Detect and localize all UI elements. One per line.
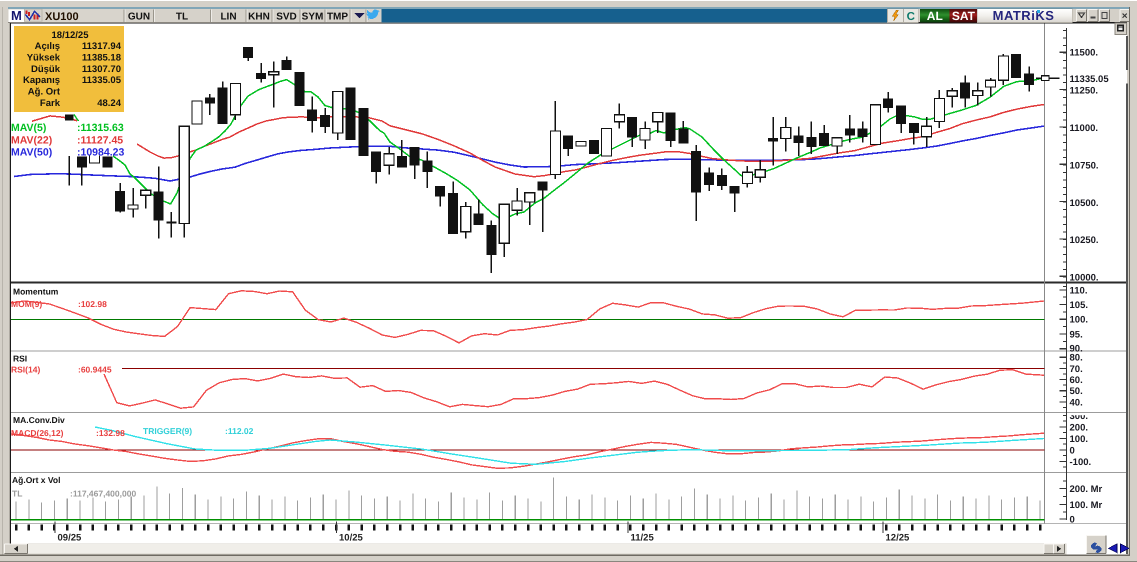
svg-text::112.02: :112.02 (225, 426, 254, 436)
svg-text:09/25: 09/25 (58, 533, 82, 544)
svg-text:Kapanış: Kapanış (23, 75, 60, 86)
svg-text:11335.05: 11335.05 (82, 75, 122, 86)
svg-text:C: C (907, 11, 915, 23)
svg-text:M: M (11, 8, 22, 23)
svg-text:18/12/25: 18/12/25 (52, 30, 90, 41)
svg-text:100. Mr: 100. Mr (1070, 500, 1103, 511)
svg-text:Fark: Fark (40, 98, 61, 109)
svg-text:XU100: XU100 (45, 11, 79, 23)
svg-text:60.: 60. (1070, 375, 1083, 386)
svg-text:200. Mr: 200. Mr (1070, 484, 1103, 495)
svg-text:11000.: 11000. (1070, 123, 1099, 134)
svg-text:80.: 80. (1070, 353, 1083, 364)
svg-text:100.: 100. (1070, 434, 1089, 445)
svg-text:40.: 40. (1070, 397, 1083, 408)
svg-text::102.98: :102.98 (78, 299, 107, 309)
svg-text:MAV(22): MAV(22) (11, 134, 52, 146)
svg-text:11335.05: 11335.05 (1070, 74, 1110, 85)
svg-text:KHN: KHN (248, 12, 270, 23)
svg-text::60.9445: :60.9445 (78, 365, 112, 375)
svg-text:-100.: -100. (1070, 457, 1092, 468)
svg-text:200.: 200. (1070, 422, 1089, 433)
svg-text:11500.: 11500. (1070, 48, 1099, 59)
svg-text:Momentum: Momentum (13, 287, 59, 297)
svg-text::117,467,400,000: :117,467,400,000 (70, 489, 136, 499)
svg-text:10750.: 10750. (1070, 160, 1099, 171)
svg-text::11127.45: :11127.45 (77, 134, 123, 146)
svg-text:11317.94: 11317.94 (82, 41, 122, 52)
svg-text:11250.: 11250. (1070, 86, 1099, 97)
svg-text:10000.: 10000. (1070, 273, 1099, 284)
svg-text:48.24: 48.24 (97, 98, 121, 109)
svg-text:90.: 90. (1070, 343, 1083, 354)
svg-text:MACD(26,12): MACD(26,12) (11, 428, 64, 438)
svg-text:Ağ.Ort x Vol: Ağ.Ort x Vol (12, 475, 61, 485)
svg-text:LIN: LIN (220, 12, 236, 23)
svg-text:×: × (1122, 11, 1128, 22)
svg-text:300.: 300. (1070, 411, 1089, 422)
svg-text:105.: 105. (1070, 300, 1089, 311)
svg-text:TL: TL (176, 12, 188, 23)
svg-text::132.98: :132.98 (96, 428, 125, 438)
svg-text:Ağ. Ort: Ağ. Ort (28, 87, 61, 98)
svg-text:0: 0 (1070, 445, 1075, 456)
svg-text:MAV(5): MAV(5) (11, 122, 46, 134)
svg-text:AL: AL (927, 9, 943, 23)
svg-text:11385.18: 11385.18 (82, 52, 121, 63)
svg-text:95.: 95. (1070, 329, 1083, 340)
svg-text::11315.63: :11315.63 (77, 122, 124, 134)
svg-text:10/25: 10/25 (339, 533, 363, 544)
svg-text:10500.: 10500. (1070, 198, 1099, 209)
svg-text:MAV(50): MAV(50) (11, 146, 52, 158)
svg-text:MATRiKS: MATRiKS (993, 8, 1055, 23)
svg-text:SAT: SAT (952, 9, 976, 23)
svg-text:TRIGGER(9): TRIGGER(9) (143, 426, 192, 436)
svg-text:11307.70: 11307.70 (82, 64, 121, 75)
svg-text:SYM: SYM (302, 12, 324, 23)
svg-text:Düşük: Düşük (31, 64, 61, 75)
svg-text:110.: 110. (1070, 285, 1088, 296)
svg-text:MA.Conv.Div: MA.Conv.Div (13, 415, 65, 425)
svg-text:Yüksek: Yüksek (27, 52, 61, 63)
svg-text:SVD: SVD (276, 12, 297, 23)
svg-text:GUN: GUN (128, 12, 150, 23)
svg-text:TL: TL (12, 489, 22, 499)
svg-text:12/25: 12/25 (886, 533, 910, 544)
svg-text:70.: 70. (1070, 364, 1083, 375)
svg-text:TMP: TMP (327, 12, 348, 23)
svg-text:100.: 100. (1070, 315, 1089, 326)
svg-text:10250.: 10250. (1070, 235, 1099, 246)
svg-text:50.: 50. (1070, 386, 1083, 397)
svg-text:RSI(14): RSI(14) (11, 365, 40, 375)
svg-text:0: 0 (1070, 515, 1075, 526)
svg-text::10984.23: :10984.23 (77, 146, 124, 158)
svg-text:MOM(9): MOM(9) (11, 299, 42, 309)
svg-text:RSI: RSI (13, 354, 27, 364)
svg-text:11/25: 11/25 (631, 533, 655, 544)
svg-text:Açılış: Açılış (35, 41, 60, 52)
